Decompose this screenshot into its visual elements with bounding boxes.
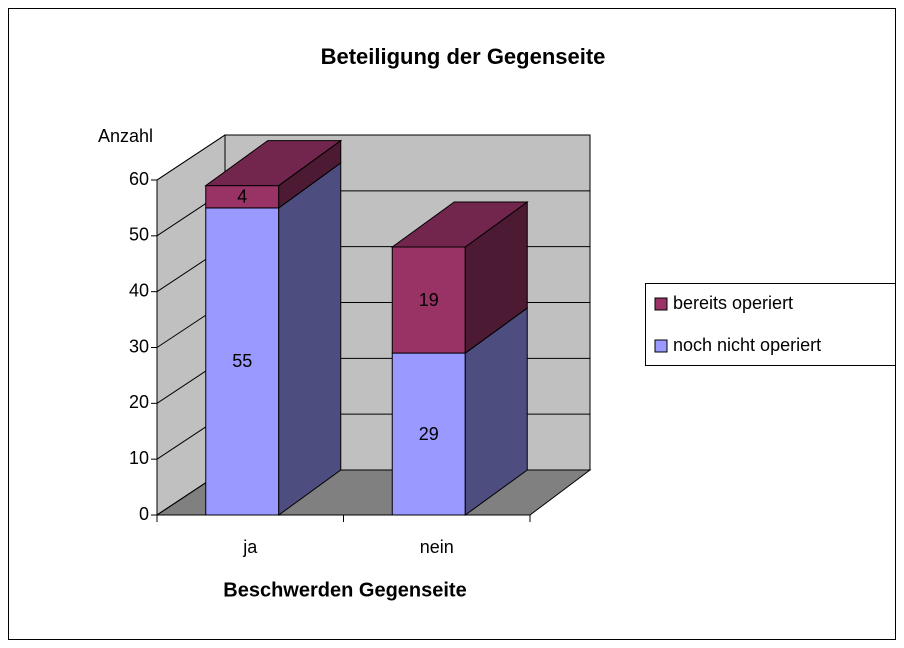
x-axis-label: Beschwerden Gegenseite	[223, 579, 466, 601]
chart-title: Beteiligung der Gegenseite	[321, 44, 606, 69]
y-tick-label: 0	[139, 504, 149, 524]
y-axis-label: Anzahl	[98, 126, 153, 146]
y-tick-label: 10	[129, 448, 149, 468]
bar-segment	[391, 352, 466, 516]
y-tick-label: 50	[129, 225, 149, 245]
y-tick-label: 20	[129, 392, 149, 412]
legend-swatch	[654, 297, 668, 311]
data-label: 55	[232, 351, 252, 371]
bars: 55 4 29 19	[204, 139, 529, 516]
x-tick-label: ja	[242, 537, 258, 557]
y-tick-label: 30	[129, 336, 149, 356]
legend	[645, 283, 896, 366]
data-label: 4	[237, 187, 247, 207]
data-label: 29	[419, 424, 439, 444]
legend-swatch	[654, 339, 668, 353]
y-tick-label: 40	[129, 280, 149, 300]
grid-line	[156, 134, 226, 181]
legend-label: noch nicht operiert	[673, 335, 821, 355]
y-tick-label: 60	[129, 169, 149, 189]
bar-top	[390, 201, 529, 248]
bar-top	[204, 140, 343, 187]
x-tick-label: nein	[420, 537, 454, 557]
bar-side	[278, 161, 342, 516]
data-label: 19	[419, 290, 439, 310]
legend-label: bereits operiert	[673, 293, 793, 313]
bar-segment	[205, 207, 280, 516]
